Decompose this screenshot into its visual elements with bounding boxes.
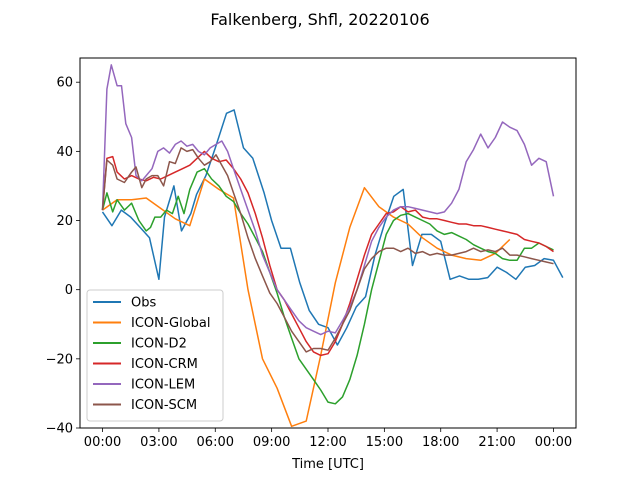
x-axis: 00:00 03:00 06:00 09:00 12:00 15:00 18:00 21:00… [84,428,572,450]
legend-label-icon-global: ICON-Global [131,316,211,331]
y-tick-label: 20 [56,214,73,229]
y-tick-label: 40 [56,145,73,160]
legend-label-icon-scm: ICON-SCM [131,398,197,413]
x-tick-label: 15:00 [366,435,403,450]
series-line-icon-d2 [101,167,554,405]
x-tick-label: 00:00 [535,435,572,450]
series-line-icon-crm [101,150,554,357]
x-tick-label: 00:00 [84,435,121,450]
legend-label-icon-crm: ICON-CRM [131,357,198,372]
y-tick-label: 0 [65,283,73,298]
x-tick-label: 03:00 [140,435,177,450]
y-tick-label: 60 [56,76,73,91]
legend-label-obs: Obs [131,296,156,311]
y-axis: −40 −20 0 20 40 60 [46,76,80,437]
x-tick-label: 21:00 [478,435,515,450]
y-tick-label: −20 [46,352,73,367]
x-tick-label: 09:00 [253,435,290,450]
chart-title: Falkenberg, Shfl, 20220106 [210,10,429,29]
series-line-icon-global [102,178,511,428]
x-axis-label: Time [UTC] [291,457,364,472]
series-line-icon-lem [101,64,555,336]
x-tick-label: 06:00 [197,435,234,450]
y-tick-label: −40 [46,422,73,437]
legend-label-icon-lem: ICON-LEM [131,378,195,393]
legend: Obs ICON-Global ICON-D2 ICON-CRM ICON-LEM ICO… [86,289,224,422]
x-tick-label: 18:00 [422,435,459,450]
legend-label-icon-d2: ICON-D2 [131,337,187,352]
x-tick-label: 12:00 [309,435,346,450]
series-line-icon-scm [101,147,554,353]
plot-series-group [101,64,564,428]
